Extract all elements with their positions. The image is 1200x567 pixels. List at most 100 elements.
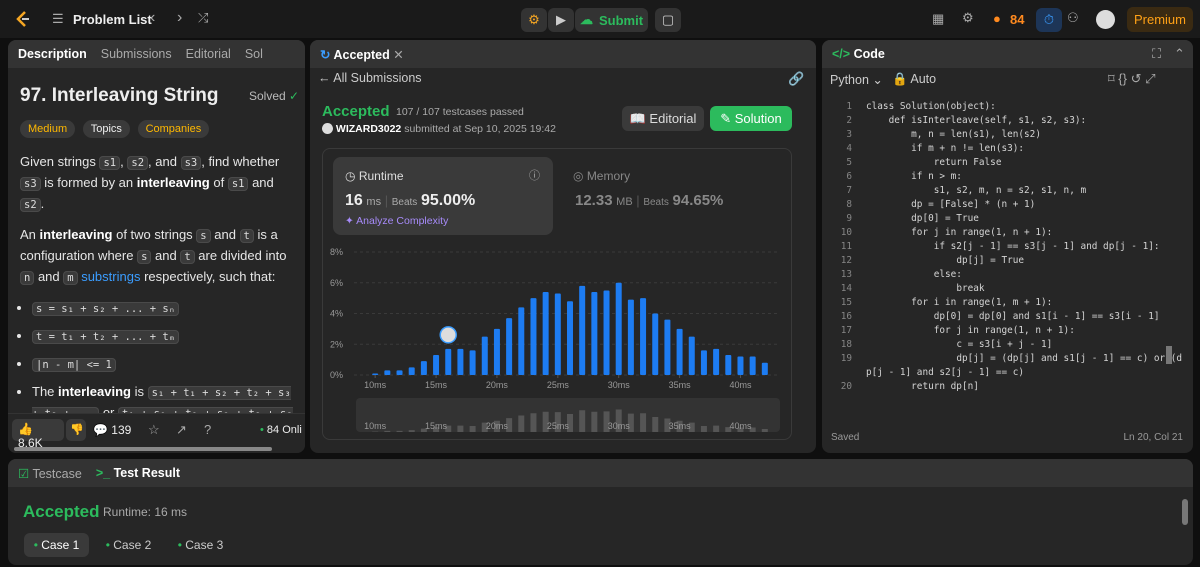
overview-bar [384,430,391,432]
settings-icon[interactable]: ⚙ [962,10,974,25]
link-icon[interactable]: 🔗 [788,71,805,86]
line-number: 5 [846,157,852,168]
bar [518,307,525,375]
logo[interactable] [14,10,32,28]
line-number: 8 [846,199,852,210]
tab[interactable]: ☑ Testcase [18,466,82,481]
tab[interactable]: Sol [244,47,263,61]
bullet: |n - m| <= 1 [32,354,295,375]
close[interactable]: ✕ [393,47,404,62]
list-icon[interactable]: ☰ [52,11,64,26]
comments[interactable]: 💬 139 [93,423,132,437]
note-btn[interactable]: ▢ [655,8,681,32]
tab[interactable]: Description [18,47,87,61]
problem-list[interactable]: Problem List [73,12,152,27]
expand[interactable]: ⛶ [1152,46,1162,61]
overview-bar [591,411,598,432]
run-btn[interactable]: ▶ [548,8,574,32]
code-text: s1, s2, m, n = s2, s1, n, m [866,185,1087,196]
editorial-btn[interactable]: 📖 Editorial [622,106,704,131]
user[interactable]: WIZARD3022 [335,123,402,135]
bar [725,355,732,375]
overview-bar [615,409,622,432]
submit-btn[interactable]: ☁ Submit [575,8,648,32]
result-tabs: ☑ Testcase >_ Test Result [8,459,1193,487]
premium-btn[interactable]: Premium [1127,7,1193,32]
back-link[interactable]: ← All Submissions [318,71,422,85]
prev[interactable]: ‹ [150,9,156,26]
line-number: 20 [840,381,852,392]
overview-bar [579,410,586,432]
code-text: class Solution(object): [866,101,996,112]
dislike-btn[interactable]: 👎 [66,419,86,441]
runtime-card[interactable]: ◷ Runtime ⓘ 16 ms | Beats 95.00% ✦ Analy… [333,157,553,235]
bar [749,356,756,375]
add-user[interactable]: ⚇ [1067,10,1079,25]
description-footer: 👍 8.6K 👎 💬 139 ☆ ↗ ? • 84 Onli [8,413,305,453]
code-line: 10 for j in range(1, n + 1): [841,226,1186,240]
code-line: 1 class Solution(object): [846,100,1186,114]
code-editor[interactable]: 1 class Solution(object): 2 def isInterlea… [841,100,1186,394]
tab[interactable]: Submissions [100,47,172,61]
bar [664,319,671,375]
timer-btn[interactable]: ⏱ [1036,8,1062,32]
bar [688,336,695,375]
info[interactable]: ⓘ [529,170,540,182]
line-number: 16 [840,311,852,322]
overview-bar [542,411,549,432]
label: Testcase [32,466,82,481]
code-text: m, n = len(s1), len(s2) [866,129,1041,140]
text: and [34,269,64,284]
code-text: for j in range(1, n + 1): [866,325,1075,336]
case-tab[interactable]: • Case 3 [177,538,224,552]
debug-btn[interactable]: ⚙ [521,8,547,32]
solution-btn[interactable]: ✎ Solution [710,106,792,131]
tab[interactable]: </> Code [832,47,885,61]
editor-tools[interactable]: ⌑ {} ↺ ⤢ [1108,71,1156,86]
analyze[interactable]: ✦ Analyze Complexity [345,215,449,227]
bar [408,367,415,375]
tag[interactable]: Topics [82,120,130,138]
bar [761,362,768,375]
case-tab[interactable]: • Case 2 [105,538,152,552]
scroll-thumb[interactable] [1182,499,1188,525]
collapse[interactable]: ⌃ [1174,46,1185,61]
tab[interactable]: Editorial [185,47,231,61]
language[interactable]: Python ⌄ [830,73,883,87]
streak[interactable]: 84 [1010,12,1025,27]
star[interactable]: ☆ [148,422,160,437]
next[interactable]: › [177,9,183,26]
code-text: return dp[n] [866,381,979,392]
memory-label[interactable]: ◎ Memory [573,169,631,183]
description-panel: Description Submissions Editorial Sol 97… [8,40,305,453]
code-line: 20 return dp[n] [841,380,1186,394]
bar [676,328,683,375]
scroll-thumb[interactable] [1166,346,1172,364]
auto-mode[interactable]: 🔒 Auto [892,72,937,86]
layout-icon[interactable]: ▦ [932,11,945,26]
case-tab[interactable]: • Case 1 [24,533,89,557]
code-text: else: [866,269,962,280]
scrollbar[interactable] [14,447,272,451]
code-line: 12 dp[j] = True [841,254,1186,268]
code-line: 8 dp = [False] * (n + 1) [846,198,1186,212]
saved: Saved [831,432,860,443]
code-text: return False [866,157,1002,168]
tag[interactable]: Medium [20,120,76,138]
label: Auto [910,72,937,86]
overview-bar [652,417,659,432]
label: Case 2 [113,538,152,552]
inline-code: s2 [20,198,41,212]
avatar[interactable] [1096,10,1115,29]
shuffle[interactable]: ⤮ [198,10,209,25]
tab[interactable]: ↻ Accepted ✕ [320,47,404,62]
bar [591,291,598,375]
like-btn[interactable]: 👍 8.6K [12,419,64,450]
nav-bar: ☰ Problem List ‹ › ⤮ ⚙ ▶ ☁ Submit ▢ ▦ ⚙ ●… [0,0,1200,38]
share[interactable]: ↗ [176,422,187,437]
tag[interactable]: Companies [137,120,210,138]
help[interactable]: ? [204,422,212,437]
link[interactable]: substrings [77,269,141,284]
x-tick-label: 25ms [547,380,570,390]
tab[interactable]: >_ Test Result [95,466,181,480]
